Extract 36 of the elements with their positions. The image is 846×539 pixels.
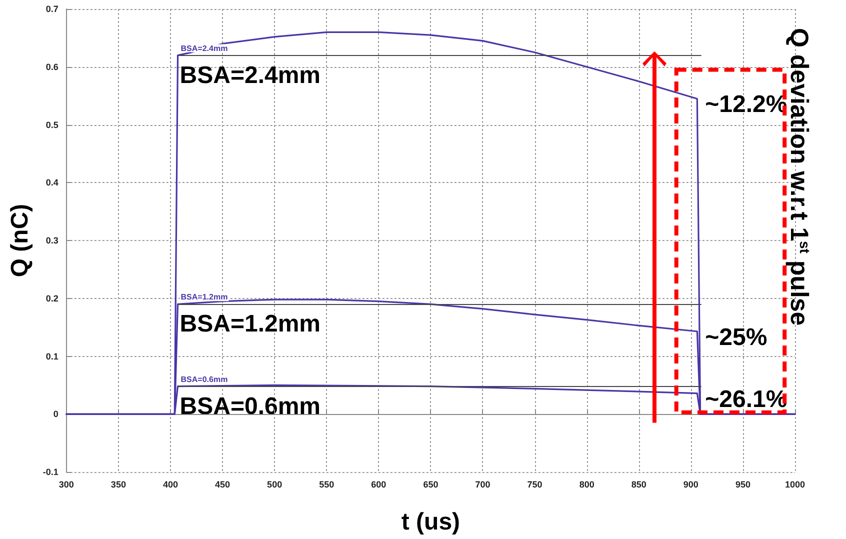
annotation: BSA=1.2mm xyxy=(180,310,321,338)
y-tick-label: 0.4 xyxy=(46,178,58,188)
annotation: BSA=2.4mm xyxy=(180,62,321,89)
x-tick-label: 350 xyxy=(110,480,126,490)
y-tick-label: 0.6 xyxy=(46,62,58,72)
x-tick-label: 500 xyxy=(267,480,282,490)
x-tick-label: 650 xyxy=(423,480,438,490)
y-tick-label: 0.5 xyxy=(46,120,58,130)
x-axis-title: t (us) xyxy=(401,508,460,536)
y-tick-label: -0.1 xyxy=(42,467,58,477)
y-tick-label: 0.1 xyxy=(46,351,58,362)
x-tick-label: 550 xyxy=(319,480,334,490)
series-label: BSA=0.6mm xyxy=(180,374,228,384)
x-tick-label: 800 xyxy=(579,480,594,490)
annotation: ~26.1% xyxy=(705,386,788,413)
x-tick-label: 600 xyxy=(371,480,386,490)
x-tick-label: 1000 xyxy=(784,480,806,490)
x-tick-label: 900 xyxy=(683,480,698,490)
x-tick-label: 300 xyxy=(58,480,74,490)
x-tick-label: 450 xyxy=(215,480,230,490)
annotation: BSA=0.6mm xyxy=(180,392,321,420)
series-label: BSA=1.2mm xyxy=(180,292,228,302)
y-tick-label: 0 xyxy=(53,409,58,420)
y-tick-label: 0.2 xyxy=(46,293,58,304)
y-tick-label: 0.7 xyxy=(46,4,58,14)
annotation: Q deviation w.r.t 1st pulse xyxy=(785,28,813,326)
x-tick-label: 400 xyxy=(162,480,178,490)
series-label: BSA=2.4mm xyxy=(180,44,228,53)
y-tick-label: 0.3 xyxy=(46,236,58,246)
x-tick-label: 700 xyxy=(475,480,490,490)
x-tick-label: 750 xyxy=(527,480,542,490)
x-tick-label: 950 xyxy=(735,480,750,490)
x-tick-label: 850 xyxy=(631,480,646,490)
y-axis-title: Q (nC) xyxy=(6,204,34,278)
annotation: ~12.2% xyxy=(705,91,788,118)
annotation: ~25% xyxy=(705,324,768,351)
